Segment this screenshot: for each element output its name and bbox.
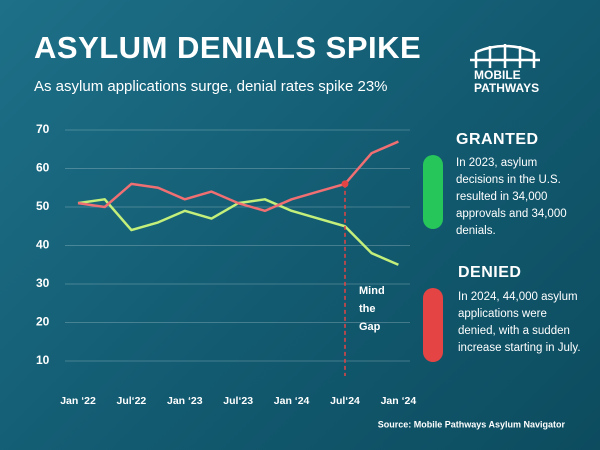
source: Source: Mobile Pathways Asylum Navigator	[378, 419, 566, 429]
chart-title: ASYLUM DENIALS SPIKE	[34, 30, 421, 65]
logo-icon	[470, 44, 540, 68]
y-tick-label: 30	[36, 276, 50, 290]
y-tick-label: 70	[36, 122, 50, 136]
annotation: Mind	[359, 285, 385, 297]
annotation: the	[359, 303, 376, 315]
x-tick-label: Jul‘23	[223, 395, 253, 407]
series-line	[77, 198, 399, 266]
y-tick-label: 40	[36, 238, 50, 252]
gap-point	[341, 180, 349, 188]
legend-description: In 2024, 44,000 asylum applications were…	[458, 291, 581, 354]
x-tick-label: Jan ‘23	[167, 395, 203, 407]
annotation: Gap	[359, 321, 381, 333]
x-tick-label: Jan ‘22	[60, 395, 96, 407]
y-tick-label: 20	[36, 315, 50, 329]
legend-label: GRANTED	[456, 131, 539, 148]
logo-text: PATHWAYS	[474, 81, 539, 95]
subtitle: As asylum applications surge, denial rat…	[34, 78, 388, 95]
legend-marker	[423, 288, 443, 362]
series-line	[77, 140, 399, 213]
y-tick-label: 50	[36, 199, 50, 213]
y-tick-label: 10	[36, 353, 50, 367]
x-tick-label: Jul‘22	[117, 395, 147, 407]
x-tick-label: Jan ‘24	[381, 395, 417, 407]
logo-text: MOBILE	[474, 68, 521, 82]
y-tick-label: 60	[36, 161, 50, 175]
legend-label: DENIED	[458, 264, 522, 281]
x-tick-label: Jul‘24	[330, 395, 360, 407]
x-tick-label: Jan ‘24	[274, 395, 310, 407]
legend-marker	[423, 155, 443, 229]
legend-description: In 2023, asylum decisions in the U.S. re…	[456, 157, 567, 237]
